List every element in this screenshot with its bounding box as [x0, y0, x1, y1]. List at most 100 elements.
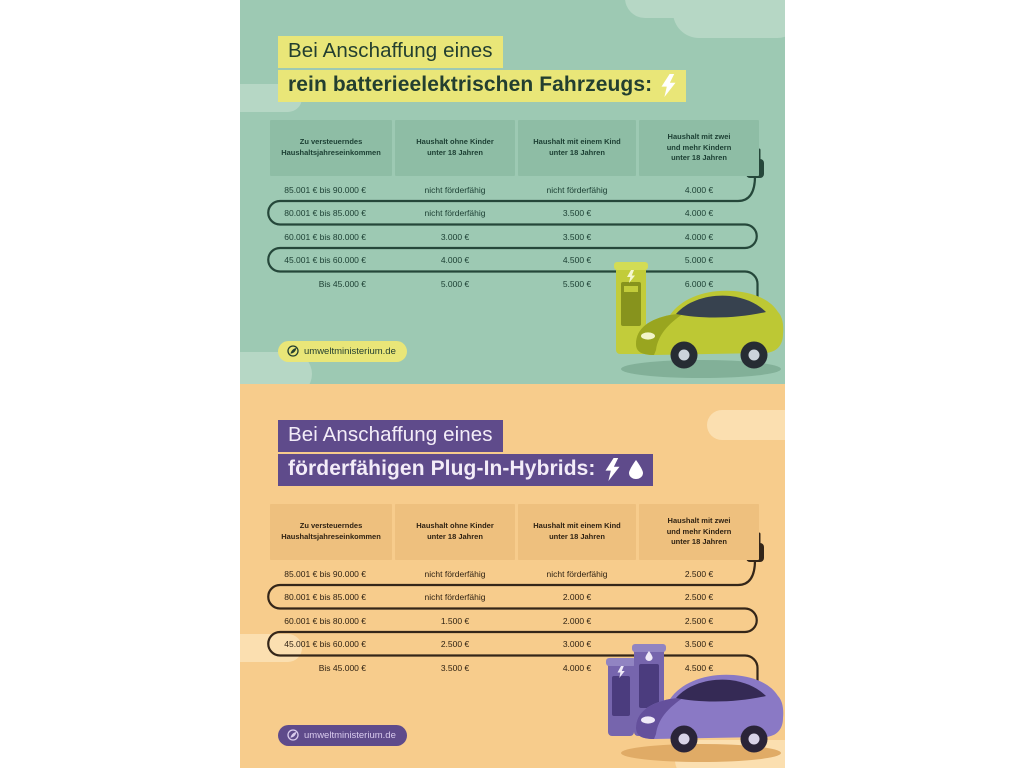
car-shadow [621, 360, 781, 378]
source-badge: umweltministerium.de [278, 341, 407, 362]
title-line-2-text: förderfähigen Plug-In-Hybrids: [288, 457, 596, 480]
leaf-logo-icon [287, 345, 299, 357]
table-row: 85.001 € bis 90.000 € nicht förderfähig … [270, 562, 759, 586]
subsidy-value: 5.000 € [440, 278, 470, 289]
income-range: 80.001 € bis 85.000 € [284, 208, 366, 219]
car-window [676, 679, 766, 702]
source-url: umweltministerium.de [304, 729, 396, 741]
table-row: Bis 45.000 € 3.500 € 4.000 € 4.500 € [270, 656, 759, 680]
panel-battery-electric: Bei Anschaffung eines rein batterieelekt… [240, 0, 785, 384]
subsidy-value: 4.000 € [562, 662, 592, 673]
subsidy-value: 2.000 € [562, 615, 592, 626]
table-body: 85.001 € bis 90.000 € nicht förderfähig … [270, 178, 759, 296]
subsidy-value: 4.500 € [562, 255, 592, 266]
subsidy-value: 2.000 € [562, 592, 592, 603]
column-header: Zu versteuerndes Haushaltsjahreseinkomme… [270, 504, 392, 560]
table-body: 85.001 € bis 90.000 € nicht förderfähig … [270, 562, 759, 680]
lightning-bolt-icon [661, 73, 676, 97]
subsidy-value: 5.500 € [562, 278, 592, 289]
column-header: Haushalt mit einem Kind unter 18 Jahren [518, 504, 636, 560]
table-row: 85.001 € bis 90.000 € nicht förderfähig … [270, 178, 759, 202]
subsidy-value: 3.000 € [440, 231, 470, 242]
title-line-2-text: rein batterieelektrischen Fahrzeugs: [288, 73, 653, 96]
table-row: 60.001 € bis 80.000 € 3.000 € 3.500 € 4.… [270, 225, 759, 249]
subsidy-value: 2.500 € [684, 592, 714, 603]
lightning-bolt-icon [605, 457, 619, 481]
panel-title: Bei Anschaffung eines rein batterieelekt… [278, 36, 687, 102]
subsidy-table-bev: Zu versteuerndes Haushaltsjahreseinkomme… [270, 120, 759, 296]
title-line-1: Bei Anschaffung eines [278, 420, 503, 452]
car-shadow [621, 744, 781, 762]
column-header: Haushalt ohne Kinder unter 18 Jahren [395, 120, 515, 176]
subsidy-value: 3.500 € [440, 662, 470, 673]
panel-plug-in-hybrid: Bei Anschaffung eines förderfähigen Plug… [240, 384, 785, 768]
water-drop-icon [628, 459, 643, 479]
car-window [676, 295, 766, 318]
table-row: 80.001 € bis 85.000 € nicht förderfähig … [270, 202, 759, 226]
subsidy-value: 4.500 € [684, 662, 714, 673]
income-range: 45.001 € bis 60.000 € [284, 639, 366, 650]
cloud [625, 0, 715, 18]
car-body [636, 674, 784, 753]
cloud [707, 410, 785, 440]
income-range: 45.001 € bis 60.000 € [284, 255, 366, 266]
income-range: Bis 45.000 € [318, 662, 366, 673]
subsidy-value: nicht förderfähig [546, 184, 608, 195]
table-header-row: Zu versteuerndes Haushaltsjahreseinkomme… [270, 504, 759, 560]
column-header: Haushalt mit zwei und mehr Kindern unter… [639, 504, 759, 560]
subsidy-value: 4.000 € [684, 208, 714, 219]
subsidy-value: 1.500 € [440, 615, 470, 626]
title-line-2: förderfähigen Plug-In-Hybrids: [278, 454, 653, 486]
cloud [675, 740, 785, 768]
table-row: 45.001 € bis 60.000 € 4.000 € 4.500 € 5.… [270, 249, 759, 273]
subsidy-value: nicht förderfähig [424, 184, 486, 195]
subsidy-value: 2.500 € [684, 615, 714, 626]
panel-title: Bei Anschaffung eines förderfähigen Plug… [278, 420, 653, 486]
income-range: 85.001 € bis 90.000 € [284, 184, 366, 195]
source-url: umweltministerium.de [304, 345, 396, 357]
subsidy-value: 5.000 € [684, 255, 714, 266]
table-row: 60.001 € bis 80.000 € 1.500 € 2.000 € 2.… [270, 609, 759, 633]
income-range: 60.001 € bis 80.000 € [284, 615, 366, 626]
source-badge: umweltministerium.de [278, 725, 407, 746]
title-line-2: rein batterieelektrischen Fahrzeugs: [278, 70, 687, 102]
subsidy-table-phev: Zu versteuerndes Haushaltsjahreseinkomme… [270, 504, 759, 680]
table-row: 80.001 € bis 85.000 € nicht förderfähig … [270, 586, 759, 610]
table-row: 45.001 € bis 60.000 € 2.500 € 3.000 € 3.… [270, 633, 759, 657]
income-range: Bis 45.000 € [318, 278, 366, 289]
subsidy-value: nicht förderfähig [546, 568, 608, 579]
leaf-logo-icon [287, 729, 299, 741]
title-line-1: Bei Anschaffung eines [278, 36, 503, 68]
subsidy-value: 3.500 € [562, 231, 592, 242]
cloud [673, 0, 785, 38]
income-range: 85.001 € bis 90.000 € [284, 568, 366, 579]
headlight [641, 716, 655, 724]
column-header: Haushalt ohne Kinder unter 18 Jahren [395, 504, 515, 560]
column-header: Haushalt mit zwei und mehr Kindern unter… [639, 120, 759, 176]
subsidy-value: nicht förderfähig [424, 568, 486, 579]
wheel [740, 341, 768, 369]
column-header: Haushalt mit einem Kind unter 18 Jahren [518, 120, 636, 176]
subsidy-value: 3.500 € [562, 208, 592, 219]
wheel [670, 725, 698, 753]
subsidy-value: 3.000 € [562, 639, 592, 650]
wheel [740, 725, 768, 753]
headlight [641, 332, 655, 340]
subsidy-value: 2.500 € [684, 568, 714, 579]
subsidy-value: 2.500 € [440, 639, 470, 650]
subsidy-value: nicht förderfähig [424, 592, 486, 603]
subsidy-value: 6.000 € [684, 278, 714, 289]
car-body [636, 290, 784, 369]
table-header-row: Zu versteuerndes Haushaltsjahreseinkomme… [270, 120, 759, 176]
infographic-poster: Bei Anschaffung eines rein batterieelekt… [240, 0, 785, 768]
subsidy-value: 4.000 € [684, 231, 714, 242]
wheel [670, 341, 698, 369]
subsidy-value: 4.000 € [440, 255, 470, 266]
column-header: Zu versteuerndes Haushaltsjahreseinkomme… [270, 120, 392, 176]
subsidy-value: 4.000 € [684, 184, 714, 195]
subsidy-value: nicht förderfähig [424, 208, 486, 219]
income-range: 60.001 € bis 80.000 € [284, 231, 366, 242]
subsidy-value: 3.500 € [684, 639, 714, 650]
income-range: 80.001 € bis 85.000 € [284, 592, 366, 603]
